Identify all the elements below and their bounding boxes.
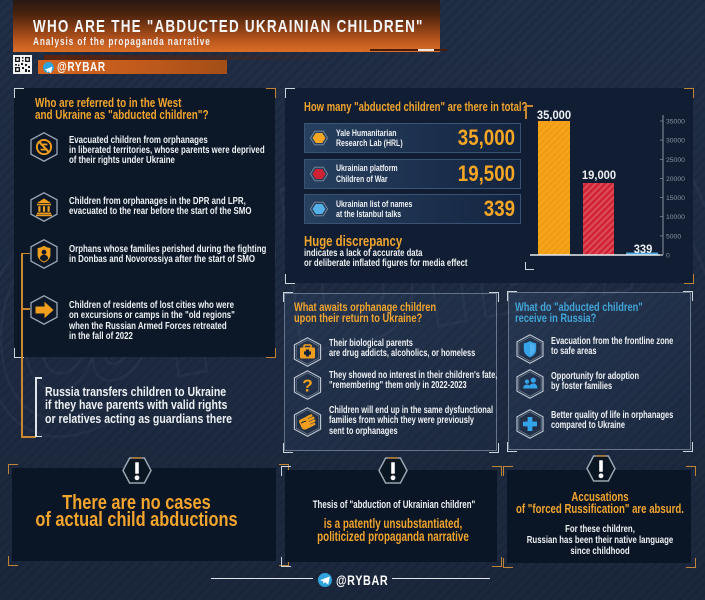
svg-text:35000: 35000 [666, 119, 685, 126]
svg-text:15000: 15000 [666, 195, 685, 202]
svg-text:30000: 30000 [666, 138, 685, 145]
svg-text:20000: 20000 [666, 176, 685, 183]
svg-text:?: ? [302, 375, 313, 395]
svg-text:5000: 5000 [666, 233, 681, 240]
svg-text:10000: 10000 [666, 214, 685, 221]
svg-text:0: 0 [666, 253, 670, 260]
svg-text:25000: 25000 [666, 157, 685, 164]
